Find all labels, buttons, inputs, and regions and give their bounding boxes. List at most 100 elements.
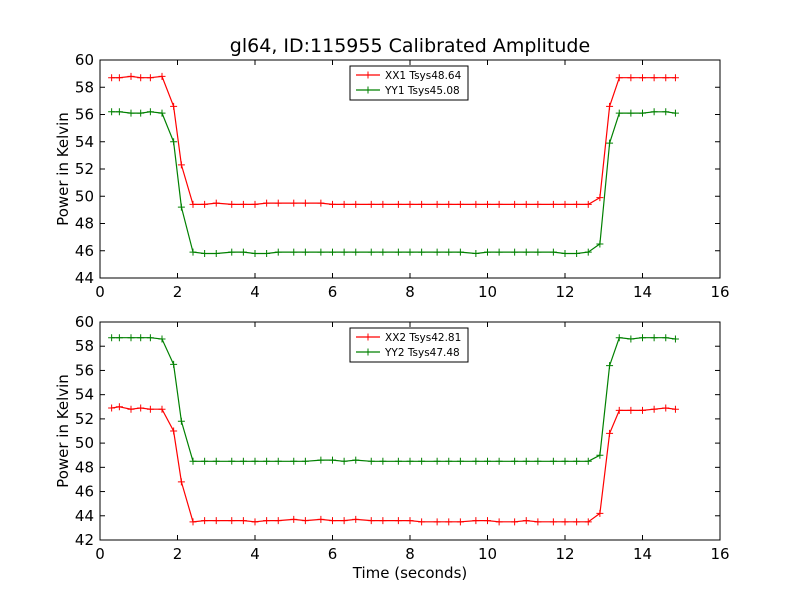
data-point (317, 248, 325, 256)
data-point (627, 406, 635, 414)
x-tick-label: 12 (555, 545, 574, 563)
data-point (472, 517, 480, 525)
data-point (158, 109, 166, 117)
data-point (115, 403, 123, 411)
y-tick-label: 46 (75, 242, 94, 260)
x-tick-label: 0 (95, 283, 105, 301)
series-line-2 (111, 337, 676, 462)
data-point (340, 517, 348, 525)
data-point (606, 139, 614, 147)
data-point (317, 199, 325, 207)
data-point (573, 457, 581, 465)
x-tick-label: 12 (555, 283, 574, 301)
data-point (418, 248, 426, 256)
data-point (484, 200, 491, 208)
data-point (329, 456, 336, 464)
data-point (418, 518, 426, 526)
data-point (511, 457, 519, 465)
data-point (367, 517, 375, 525)
data-point (108, 74, 116, 82)
data-point (329, 200, 336, 208)
data-point (189, 200, 197, 208)
y-tick-label: 56 (75, 106, 94, 124)
data-point (170, 427, 178, 435)
data-point (394, 457, 402, 465)
data-point (418, 457, 426, 465)
data-point (329, 248, 336, 256)
data-point (650, 405, 658, 413)
x-tick-label: 8 (405, 283, 415, 301)
data-point (379, 200, 387, 208)
data-point (108, 334, 116, 342)
data-point (522, 517, 530, 525)
data-point (484, 517, 491, 525)
data-point (549, 200, 557, 208)
data-point (301, 517, 309, 525)
legend-label: XX2 Tsys42.81 (385, 332, 461, 344)
legend-marker (364, 333, 372, 341)
x-tick-label: 4 (250, 283, 260, 301)
data-point (573, 518, 581, 526)
data-point (549, 248, 557, 256)
data-point (433, 518, 441, 526)
legend-marker (364, 348, 372, 356)
data-point (511, 518, 519, 526)
axes-frame (99, 59, 721, 279)
data-point (561, 457, 569, 465)
x-tick-label: 10 (478, 283, 497, 301)
data-point (352, 200, 360, 208)
data-point (406, 200, 414, 208)
data-point (290, 199, 298, 207)
data-point (251, 200, 259, 208)
data-point (639, 406, 646, 414)
data-point (115, 334, 123, 342)
data-point (239, 517, 247, 525)
x-tick-label: 6 (328, 283, 338, 301)
axes-frame (99, 321, 721, 541)
data-point (534, 518, 542, 526)
x-tick-label: 10 (478, 545, 497, 563)
data-point (212, 457, 220, 465)
legend-label: XX1 Tsys48.64 (385, 70, 462, 82)
data-point (189, 457, 197, 465)
data-point (329, 517, 336, 525)
data-point (615, 109, 623, 117)
y-tick-label: 44 (75, 507, 94, 525)
data-point (367, 248, 375, 256)
data-point (584, 248, 592, 256)
data-point (352, 515, 360, 523)
data-point (239, 200, 247, 208)
data-point (251, 518, 259, 526)
data-point (639, 334, 646, 342)
data-point (627, 74, 635, 82)
y-tick-label: 50 (75, 434, 94, 452)
data-point (662, 108, 670, 116)
x-tick-label: 8 (405, 545, 415, 563)
data-point (549, 518, 557, 526)
data-point (650, 334, 658, 342)
data-point (115, 108, 123, 116)
data-point (573, 200, 581, 208)
data-point (522, 457, 530, 465)
data-point (201, 517, 209, 525)
data-point (108, 108, 116, 116)
legend-marker (364, 86, 372, 94)
legend: XX1 Tsys48.64 YY1 Tsys45.08 (349, 65, 469, 101)
data-point (137, 404, 145, 412)
data-point (239, 248, 247, 256)
y-tick-label: 54 (75, 133, 94, 151)
data-point (290, 515, 298, 523)
data-point (445, 248, 453, 256)
data-point (584, 457, 592, 465)
data-point (301, 199, 309, 207)
data-point (511, 248, 519, 256)
data-point (263, 199, 271, 207)
data-point (177, 203, 185, 211)
data-point (584, 518, 592, 526)
data-point (472, 200, 480, 208)
data-point (627, 109, 635, 117)
data-point (406, 457, 414, 465)
data-point (146, 334, 154, 342)
